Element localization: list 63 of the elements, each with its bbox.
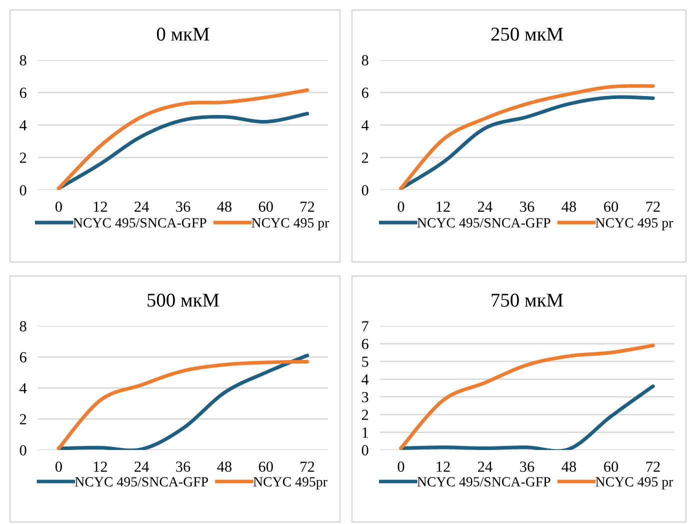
y-tick-label: 4 xyxy=(362,374,369,384)
x-tick-label: 12 xyxy=(94,462,107,472)
x-tick-label: 36 xyxy=(520,202,534,212)
y-tick-label: 0 xyxy=(362,445,368,456)
x-tick-label: 0 xyxy=(398,202,404,212)
x-tick-label: 48 xyxy=(562,202,576,212)
y-tick-label: 4 xyxy=(362,120,369,130)
y-tick-label: 5 xyxy=(362,356,368,367)
x-tick-label: 24 xyxy=(478,462,492,472)
x-tick-label: 60 xyxy=(258,202,273,212)
x-tick-label: 12 xyxy=(436,462,450,472)
legend-label: NCYC 495 pr xyxy=(596,218,674,230)
x-tick-label: 24 xyxy=(134,462,149,472)
x-tick-label: 12 xyxy=(436,202,450,212)
x-tick-label: 60 xyxy=(604,462,618,472)
y-tick-label: 2 xyxy=(20,414,26,424)
x-tick-label: 48 xyxy=(217,462,232,472)
x-tick-label: 36 xyxy=(176,202,190,212)
y-tick-label: 2 xyxy=(20,152,26,163)
y-tick-label: 0 xyxy=(362,185,368,196)
y-tick-label: 0 xyxy=(20,185,26,196)
x-tick-label: 0 xyxy=(55,462,62,472)
x-tick-label: 72 xyxy=(300,462,314,472)
x-tick-label: 24 xyxy=(134,202,149,212)
chart-title: 750 мкМ xyxy=(492,294,563,307)
chart-title: 0 мкМ xyxy=(156,28,210,41)
y-tick-label: 8 xyxy=(20,55,26,66)
legend-label: NCYC 495/SNCA-GFP xyxy=(417,477,550,486)
y-tick-label: 4 xyxy=(20,383,27,394)
legend-label: NCYC 495/SNCA-GFP xyxy=(75,477,208,486)
x-tick-label: 72 xyxy=(300,202,314,212)
legend-label: NCYC 495 pr xyxy=(252,218,330,230)
y-tick-label: 6 xyxy=(20,88,26,98)
x-tick-label: 24 xyxy=(478,202,492,212)
x-tick-label: 0 xyxy=(55,202,62,212)
x-tick-label: 48 xyxy=(562,462,576,472)
legend-label: NCYC 495 pr xyxy=(596,477,674,490)
x-tick-label: 12 xyxy=(94,202,107,212)
y-tick-label: 6 xyxy=(362,88,368,98)
y-tick-label: 2 xyxy=(362,410,368,420)
x-tick-label: 60 xyxy=(258,462,273,472)
chart-title: 500 мкМ xyxy=(148,294,219,307)
y-tick-label: 4 xyxy=(20,120,27,130)
x-tick-label: 60 xyxy=(604,202,618,212)
y-tick-label: 7 xyxy=(362,321,368,332)
x-tick-label: 36 xyxy=(520,462,534,472)
y-tick-label: 1 xyxy=(362,428,368,438)
x-tick-label: 36 xyxy=(176,462,190,472)
y-tick-label: 8 xyxy=(362,55,368,66)
y-tick-label: 6 xyxy=(362,338,368,350)
x-tick-label: 72 xyxy=(646,462,660,472)
legend-label: NCYC 495/SNCA-GFP xyxy=(73,218,206,228)
legend-label: NCYC 495pr xyxy=(253,477,328,490)
x-tick-label: 72 xyxy=(646,202,660,212)
x-tick-label: 48 xyxy=(217,202,232,212)
x-tick-label: 0 xyxy=(398,462,404,472)
legend-label: NCYC 495/SNCA-GFP xyxy=(417,218,550,228)
y-tick-label: 0 xyxy=(20,445,26,456)
y-tick-label: 3 xyxy=(362,392,368,402)
y-tick-label: 6 xyxy=(20,352,26,362)
chart-title: 250 мкМ xyxy=(491,28,563,41)
y-tick-label: 8 xyxy=(20,321,26,332)
y-tick-label: 2 xyxy=(362,152,368,163)
